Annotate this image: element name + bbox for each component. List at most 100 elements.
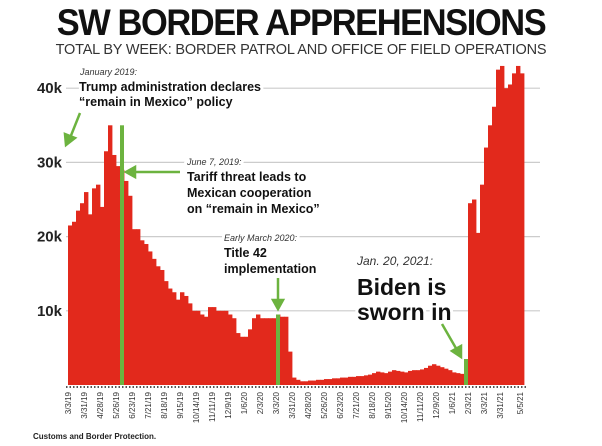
annotation-1-date: January 2019: xyxy=(79,67,138,77)
bar xyxy=(220,310,225,385)
bar xyxy=(388,371,393,385)
x-tick-label: 9/15/20 xyxy=(384,391,393,418)
bar xyxy=(96,184,101,385)
x-tick-label: 11/11/19 xyxy=(208,391,217,422)
bar xyxy=(252,318,257,385)
x-tick-label: 12/9/19 xyxy=(224,391,233,418)
bar xyxy=(108,125,113,386)
x-tick-label: 7/21/19 xyxy=(144,391,153,418)
bar xyxy=(368,374,373,385)
bar xyxy=(272,318,277,385)
x-tick-label: 2/3/20 xyxy=(256,391,265,414)
x-tick-label: 4/28/20 xyxy=(304,391,313,418)
bar xyxy=(244,336,249,385)
event-marker xyxy=(276,314,280,385)
bar xyxy=(248,329,253,385)
bar xyxy=(460,373,465,385)
bar xyxy=(376,371,381,385)
x-tick-label: 7/21/20 xyxy=(352,391,361,418)
x-tick-label: 4/28/19 xyxy=(96,391,105,418)
arrow-title-42 xyxy=(270,278,286,312)
x-tick-label: 5/26/19 xyxy=(112,391,121,418)
bar xyxy=(84,192,89,385)
x-tick-label: 5/5/21 xyxy=(516,391,525,414)
bar xyxy=(392,370,397,385)
bar xyxy=(496,69,501,386)
chart-subtitle: TOTAL BY WEEK: BORDER PATROL AND OFFICE … xyxy=(55,42,547,58)
annotation-4-date: Jan. 20, 2021: xyxy=(356,254,433,268)
bar xyxy=(428,365,433,385)
bar xyxy=(168,288,173,385)
bar xyxy=(196,310,201,385)
bar xyxy=(80,203,85,385)
bar xyxy=(312,380,317,385)
x-tick-label: 3/3/19 xyxy=(64,391,73,414)
chart-title: SW BORDER APPREHENSIONS xyxy=(56,2,547,43)
bar xyxy=(364,375,369,385)
bar xyxy=(444,368,449,385)
annotation-4-line-2: sworn in xyxy=(357,299,452,325)
bar xyxy=(408,370,413,385)
bar xyxy=(176,299,181,385)
x-tick-label: 3/3/21 xyxy=(480,391,489,414)
bar xyxy=(216,310,221,385)
annotation-3-line-1: Title 42 xyxy=(224,246,267,260)
bar xyxy=(336,378,341,385)
bar xyxy=(160,269,165,385)
bar xyxy=(452,372,457,385)
bar xyxy=(288,351,293,385)
bar xyxy=(516,65,521,385)
x-tick-label: 11/11/20 xyxy=(416,391,425,422)
bar xyxy=(332,378,337,385)
bar xyxy=(72,221,77,385)
bar xyxy=(296,379,301,385)
bar xyxy=(164,281,169,385)
bar xyxy=(92,188,97,385)
bar xyxy=(360,376,365,385)
bar xyxy=(324,379,329,385)
bar xyxy=(148,251,153,385)
bar xyxy=(372,373,377,385)
bar xyxy=(188,303,193,385)
x-tick-label: 6/23/20 xyxy=(336,391,345,418)
bar xyxy=(436,365,441,385)
x-tick-label: 3/3/20 xyxy=(272,391,281,414)
x-tick-label: 1/6/21 xyxy=(448,391,457,414)
x-tick-label: 9/15/19 xyxy=(176,391,185,418)
annotation-3-date: Early March 2020: xyxy=(224,233,298,243)
bar xyxy=(260,318,265,385)
bar xyxy=(112,154,117,385)
bar xyxy=(208,307,213,385)
arrow-biden xyxy=(440,323,463,360)
bar xyxy=(212,307,217,385)
x-tick-label: 2/3/21 xyxy=(464,391,473,414)
bar xyxy=(268,318,273,385)
y-tick-label: 10k xyxy=(37,303,63,320)
bar xyxy=(180,292,185,385)
bar xyxy=(308,380,313,385)
bar xyxy=(140,240,145,385)
bar xyxy=(348,376,353,385)
bar xyxy=(152,258,157,385)
y-tick-label: 20k xyxy=(37,229,63,246)
bar xyxy=(200,314,205,385)
annotation-3-line-2: implementation xyxy=(224,262,316,276)
bar xyxy=(256,314,261,385)
bar xyxy=(404,372,409,385)
bar xyxy=(240,336,245,385)
bar xyxy=(480,184,485,385)
arrow-june-2019 xyxy=(123,164,180,180)
bar xyxy=(88,214,93,385)
x-tick-label: 1/6/20 xyxy=(240,391,249,414)
bar xyxy=(104,151,109,385)
bar xyxy=(184,295,189,385)
bar xyxy=(320,379,325,385)
x-tick-label: 10/14/19 xyxy=(192,391,201,423)
bar xyxy=(512,73,517,386)
bar xyxy=(356,376,361,385)
event-marker xyxy=(464,359,468,385)
bar xyxy=(400,371,405,385)
annotation-2-line-1: Tariff threat leads to xyxy=(187,170,307,184)
arrow-january-2019 xyxy=(63,112,82,148)
bar xyxy=(468,203,473,385)
